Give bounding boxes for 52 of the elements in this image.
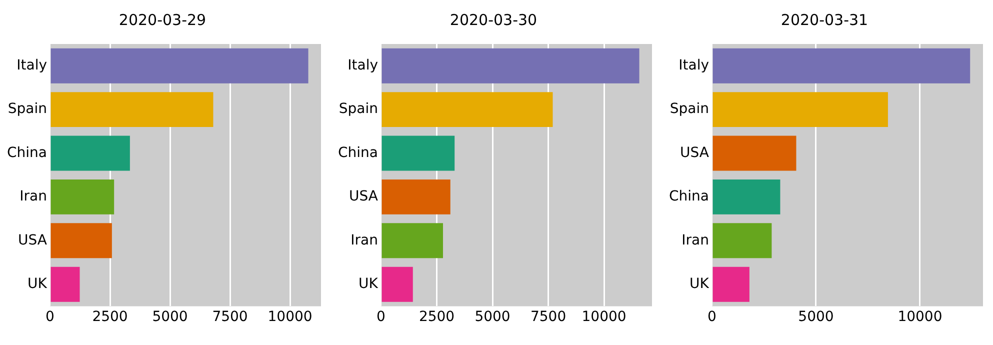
x-tick-label: 10000 xyxy=(268,309,312,326)
y-tick-label: China xyxy=(6,144,47,161)
x-tick-label: 5000 xyxy=(474,309,510,326)
bar xyxy=(712,179,780,214)
x-tick-label: 5000 xyxy=(152,309,188,326)
x-tick-label: 5000 xyxy=(798,309,834,326)
y-tick-label: USA xyxy=(349,188,378,205)
bar xyxy=(382,266,413,302)
y-tick-label: UK xyxy=(358,276,379,292)
bar xyxy=(382,92,553,128)
chart-title: 2020-03-30 xyxy=(450,10,538,29)
y-tick-label: Spain xyxy=(8,101,47,118)
y-tick-label: USA xyxy=(18,232,48,248)
x-tick-label: 7500 xyxy=(212,309,248,326)
y-tick-label: Italy xyxy=(678,57,709,74)
y-tick-label: Spain xyxy=(670,101,709,118)
x-tick-label: 10000 xyxy=(582,309,626,326)
x-tick-label: 10000 xyxy=(898,309,942,326)
bar xyxy=(50,266,80,302)
chart-title: 2020-03-31 xyxy=(780,10,868,29)
bar xyxy=(382,223,443,258)
y-tick-label: UK xyxy=(690,276,710,292)
y-tick-label: Italy xyxy=(16,57,47,74)
x-tick-label: 0 xyxy=(46,309,54,326)
y-tick-label: UK xyxy=(28,276,48,292)
y-tick-label: Iran xyxy=(682,232,709,248)
bar xyxy=(712,223,772,258)
y-tick-label: China xyxy=(338,144,378,161)
y-tick-label: Spain xyxy=(338,101,378,118)
bar xyxy=(712,48,970,84)
x-tick-label: 0 xyxy=(708,309,716,326)
bar xyxy=(50,223,112,258)
y-tick-label: USA xyxy=(680,144,710,161)
bar xyxy=(382,136,455,171)
y-tick-label: China xyxy=(668,188,709,205)
bar xyxy=(712,136,796,171)
bar xyxy=(382,48,640,84)
x-tick-label: 0 xyxy=(376,309,386,326)
bar xyxy=(50,136,130,171)
bar xyxy=(50,92,214,128)
x-tick-label: 2500 xyxy=(92,309,128,326)
chart-title: 2020-03-29 xyxy=(118,10,206,29)
x-tick-label: 2500 xyxy=(418,309,455,326)
bar xyxy=(712,92,888,128)
bar xyxy=(712,266,750,302)
y-tick-label: Iran xyxy=(20,188,47,205)
x-tick-label: 7500 xyxy=(530,309,566,326)
bar xyxy=(382,179,450,214)
y-tick-label: Iran xyxy=(350,232,378,248)
bar xyxy=(50,179,114,214)
bar xyxy=(50,48,308,84)
y-tick-label: Italy xyxy=(348,57,378,74)
